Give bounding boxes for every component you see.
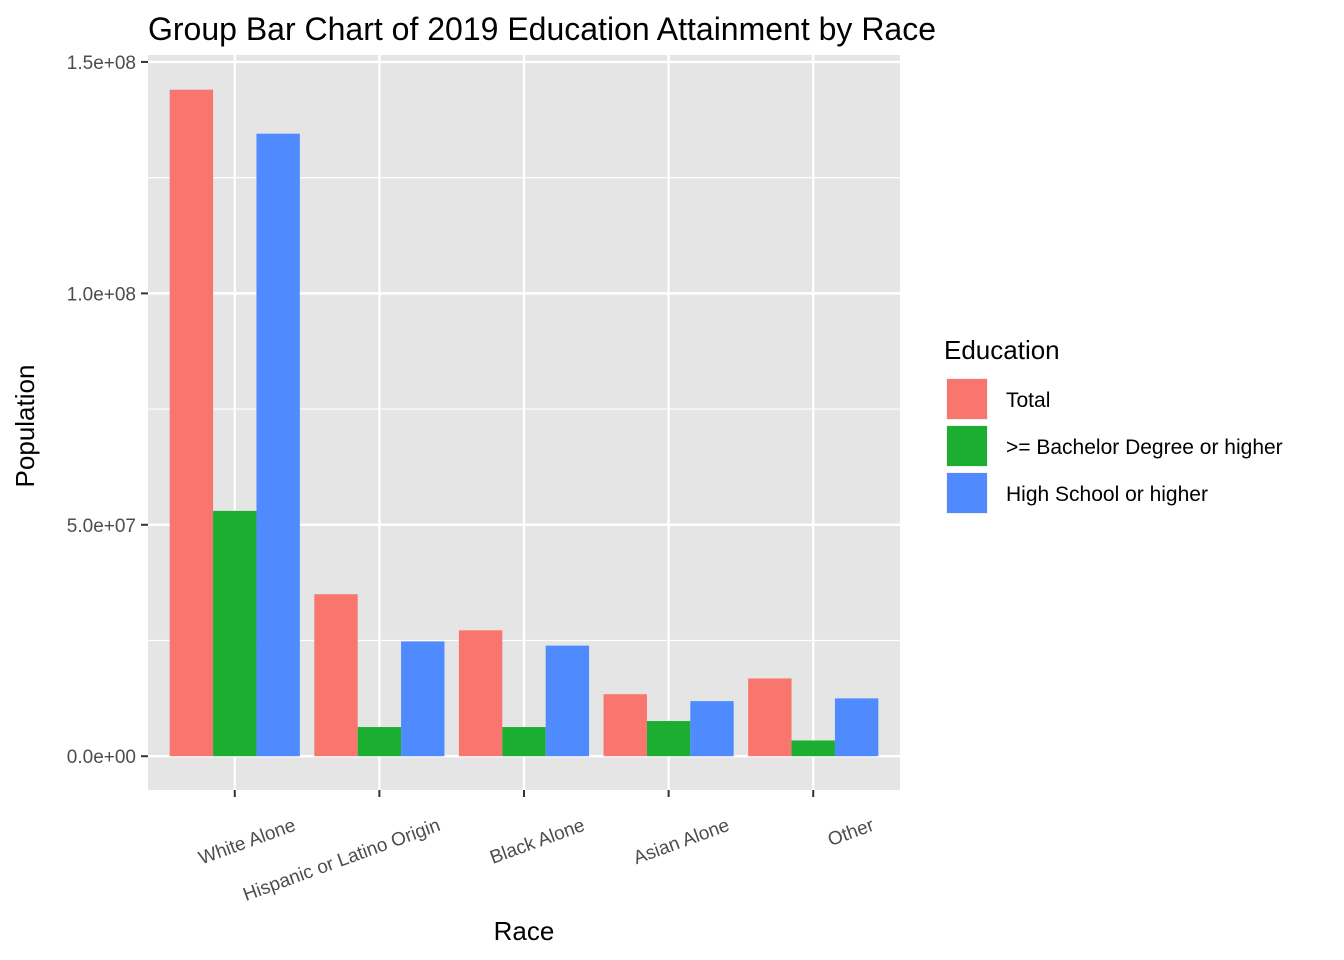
y-tick-label: 1.5e+08 (67, 53, 136, 74)
bar (314, 594, 358, 757)
bar (748, 678, 792, 757)
y-axis-title: Population (10, 365, 40, 488)
legend-label: High School or higher (1006, 483, 1208, 506)
bar (791, 740, 835, 757)
bar (458, 630, 503, 757)
x-tick-label: Other (825, 815, 877, 851)
bar (690, 701, 734, 757)
bars (169, 89, 879, 757)
bar (357, 727, 402, 757)
bar (502, 727, 546, 757)
bar (213, 510, 257, 757)
y-tick-label: 5.0e+07 (67, 516, 136, 537)
x-tick-label: White Alone (196, 815, 298, 869)
legend-title: Education (944, 335, 1060, 365)
legend-label: Total (1006, 389, 1050, 412)
y-tick-label: 1.0e+08 (67, 284, 136, 305)
x-axis-title: Race (494, 916, 555, 946)
bar (603, 694, 647, 757)
y-axis: 0.0e+00 5.0e+07 1.0e+08 1.5e+08 (67, 53, 148, 768)
legend: Education Total >= Bachelor Degree or hig… (944, 335, 1283, 514)
x-tick-label: Asian Alone (631, 815, 732, 869)
major-gridlines (148, 55, 900, 790)
x-tick-label: Black Alone (487, 815, 587, 869)
legend-key (947, 426, 987, 466)
chart-title: Group Bar Chart of 2019 Education Attain… (148, 11, 936, 47)
bar (545, 645, 590, 757)
bar (401, 641, 445, 757)
bar (169, 89, 214, 757)
legend-label: >= Bachelor Degree or higher (1006, 436, 1283, 459)
y-tick-label: 0.0e+00 (67, 747, 136, 768)
bar (646, 721, 691, 757)
legend-key (947, 379, 987, 419)
legend-key (947, 473, 987, 513)
bar (834, 698, 879, 757)
bar (256, 133, 300, 757)
